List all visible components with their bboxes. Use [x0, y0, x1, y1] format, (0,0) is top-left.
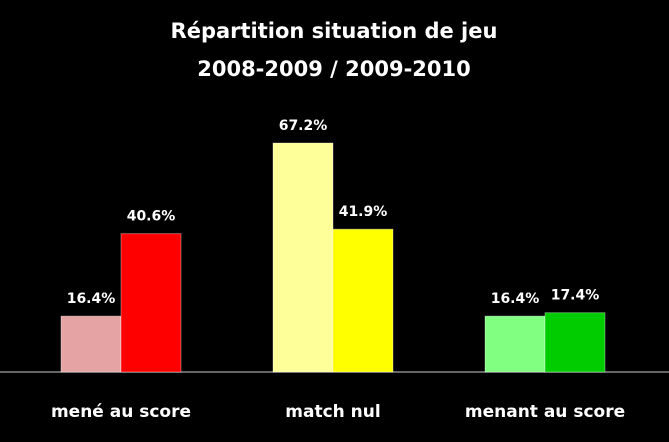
x-tick-label: mené au score [51, 402, 191, 422]
bar [120, 233, 182, 373]
bar [60, 315, 122, 373]
bar [544, 312, 606, 373]
chart-subtitle: 2008-2009 / 2009-2010 [197, 57, 471, 81]
value-label: 67.2% [279, 118, 328, 134]
value-label: 16.4% [67, 291, 116, 307]
bar [272, 142, 334, 373]
value-label: 16.4% [491, 291, 540, 307]
value-label: 40.6% [127, 209, 176, 225]
value-label: 17.4% [551, 288, 600, 304]
value-label: 41.9% [339, 204, 388, 220]
x-tick-label: match nul [285, 402, 380, 422]
x-tick-label: menant au score [465, 402, 625, 422]
chart-title: Répartition situation de jeu [171, 19, 498, 43]
bar [332, 228, 394, 373]
bar [484, 315, 546, 373]
